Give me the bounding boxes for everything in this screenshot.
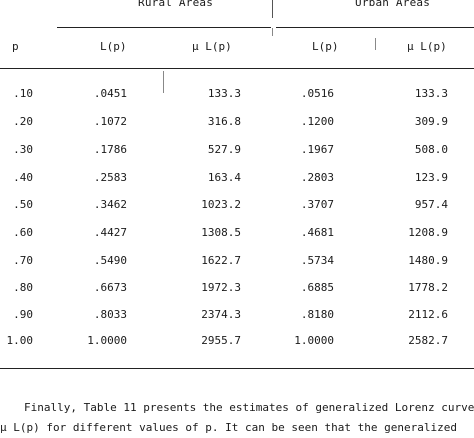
cell-urban-lp: .0516 — [300, 87, 334, 100]
cell-p: .20 — [13, 115, 33, 128]
cell-urban-lp: .6885 — [300, 281, 334, 294]
cell-rural-mulp: 1972.3 — [201, 281, 241, 294]
cell-rural-mulp: 163.4 — [207, 171, 241, 184]
cell-rural-mulp: 133.3 — [207, 87, 241, 100]
cell-rural-mulp: 527.9 — [207, 143, 241, 156]
cell-urban-lp: .3707 — [300, 198, 334, 211]
cell-p: .80 — [13, 281, 33, 294]
cell-p: .90 — [13, 308, 33, 321]
column-header-rule — [0, 68, 474, 69]
urban-header-rule — [276, 27, 474, 28]
col-header-urban-mulp: μ L(p) — [407, 40, 447, 53]
cell-urban-mulp: 2582.7 — [408, 334, 448, 347]
group-separator — [272, 0, 273, 18]
cell-p: .70 — [13, 254, 33, 267]
cell-urban-mulp: 133.3 — [414, 87, 448, 100]
cell-rural-mulp: 1023.2 — [201, 198, 241, 211]
cell-p: .50 — [13, 198, 33, 211]
cell-urban-mulp: 2112.6 — [408, 308, 448, 321]
cell-urban-lp: .5734 — [300, 254, 334, 267]
cell-rural-mulp: 2955.7 — [201, 334, 241, 347]
cell-rural-mulp: 316.8 — [207, 115, 241, 128]
cell-urban-mulp: 957.4 — [414, 198, 448, 211]
cell-urban-lp: .1200 — [300, 115, 334, 128]
cell-rural-mulp: 1308.5 — [201, 226, 241, 239]
cell-p: 1.00 — [6, 334, 34, 347]
cell-rural-lp: .4427 — [93, 226, 127, 239]
cell-urban-mulp: 1208.9 — [408, 226, 448, 239]
table-row: .40 .2583 163.4 .2803 123.9 — [0, 171, 474, 185]
cell-rural-lp: .0451 — [93, 87, 127, 100]
tick-mark — [272, 28, 273, 36]
table-row: .70 .5490 1622.7 .5734 1480.9 — [0, 254, 474, 268]
rural-header-rule — [57, 27, 271, 28]
table-row: .50 .3462 1023.2 .3707 957.4 — [0, 198, 474, 212]
cell-p: .60 — [13, 226, 33, 239]
cell-p: .10 — [13, 87, 33, 100]
cell-rural-lp: .3462 — [93, 198, 127, 211]
cell-rural-lp: .5490 — [93, 254, 127, 267]
paragraph-line-2: μ L(p) for different values of p. It can… — [0, 421, 457, 434]
cell-urban-lp: .2803 — [300, 171, 334, 184]
table-row: .80 .6673 1972.3 .6885 1778.2 — [0, 281, 474, 295]
table-row: .10 .0451 133.3 .0516 133.3 — [0, 87, 474, 101]
col-header-urban-lp: L(p) — [312, 40, 339, 53]
table-row: .30 .1786 527.9 .1967 508.0 — [0, 143, 474, 157]
rural-areas-header: Rural Areas — [138, 0, 214, 9]
cell-rural-lp: .6673 — [93, 281, 127, 294]
tick-mark — [163, 71, 164, 93]
col-header-rural-lp: L(p) — [100, 40, 127, 53]
col-header-p: p — [12, 40, 19, 53]
cell-urban-mulp: 309.9 — [414, 115, 448, 128]
cell-p: .40 — [13, 171, 33, 184]
table-row: .90 .8033 2374.3 .8180 2112.6 — [0, 308, 474, 322]
cell-p: .30 — [13, 143, 33, 156]
urban-areas-header: Urban Areas — [355, 0, 431, 9]
cell-urban-lp: .1967 — [300, 143, 334, 156]
cell-urban-mulp: 508.0 — [414, 143, 448, 156]
paragraph-line-1: Finally, Table 11 presents the estimates… — [24, 401, 474, 414]
cell-rural-lp: .2583 — [93, 171, 127, 184]
cell-rural-lp: 1.0000 — [87, 334, 127, 347]
table-row: .60 .4427 1308.5 .4681 1208.9 — [0, 226, 474, 240]
cell-urban-mulp: 1480.9 — [408, 254, 448, 267]
table-row: 1.00 1.0000 2955.7 1.0000 2582.7 — [0, 334, 474, 348]
tick-mark — [375, 38, 376, 50]
cell-urban-lp: .4681 — [300, 226, 334, 239]
cell-rural-lp: .1786 — [93, 143, 127, 156]
cell-urban-mulp: 1778.2 — [408, 281, 448, 294]
table-row: .20 .1072 316.8 .1200 309.9 — [0, 115, 474, 129]
cell-rural-mulp: 2374.3 — [201, 308, 241, 321]
cell-urban-lp: 1.0000 — [294, 334, 334, 347]
cell-rural-lp: .1072 — [93, 115, 127, 128]
cell-urban-mulp: 123.9 — [414, 171, 448, 184]
cell-rural-lp: .8033 — [93, 308, 127, 321]
col-header-rural-mulp: μ L(p) — [192, 40, 232, 53]
cell-urban-lp: .8180 — [300, 308, 334, 321]
table-bottom-rule — [0, 368, 474, 369]
cell-rural-mulp: 1622.7 — [201, 254, 241, 267]
